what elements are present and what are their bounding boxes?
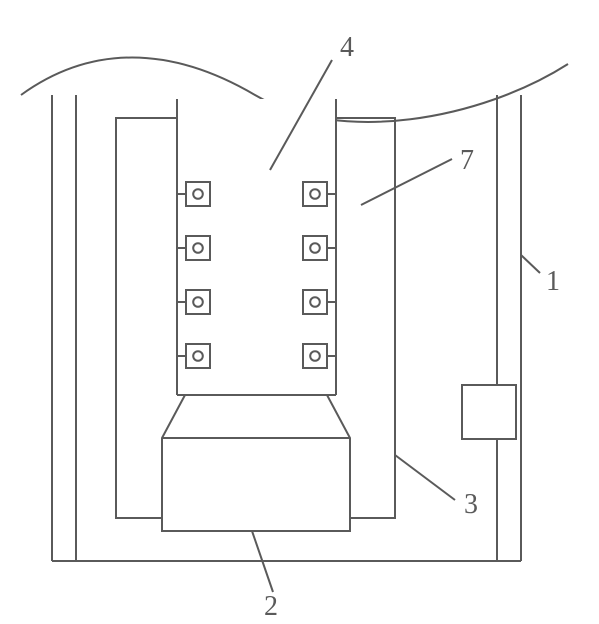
leader-l3	[395, 455, 455, 500]
label-l4: 4	[340, 32, 354, 63]
label-l1: 1	[546, 266, 560, 297]
technical-diagram: 1 2 3 4 7	[0, 0, 599, 624]
label-l2: 2	[264, 591, 278, 622]
right-port	[462, 385, 516, 439]
label-l7: 7	[460, 145, 474, 176]
leader-l1	[521, 255, 540, 273]
base-block	[162, 395, 350, 531]
leader-l7	[361, 159, 452, 205]
label-l3: 3	[464, 489, 478, 520]
